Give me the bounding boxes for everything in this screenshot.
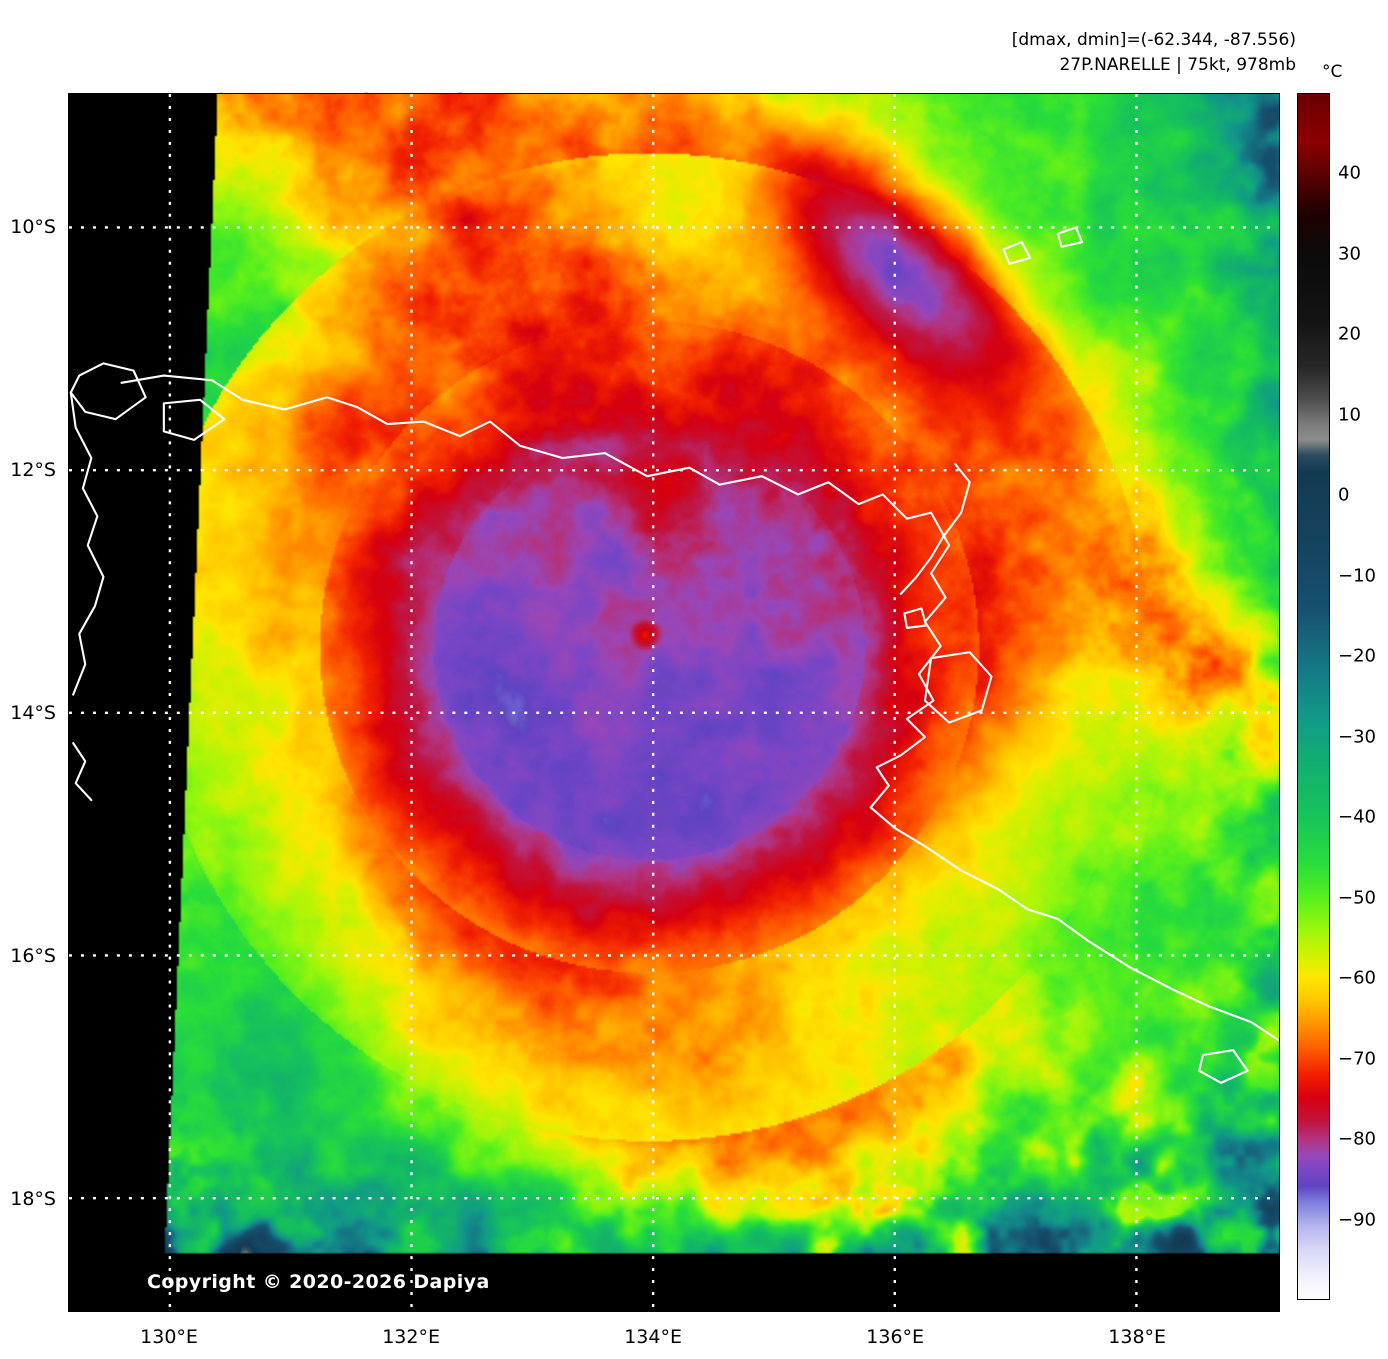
coastline-segment [903, 607, 928, 629]
coastline-segment [72, 742, 93, 802]
colorbar-tick-minus80: −80 [1338, 1128, 1376, 1150]
y-axis-tick-18°S: 18°S [10, 1187, 56, 1210]
coastline-segment [162, 398, 226, 441]
header-metadata: [dmax, dmin]=(-62.344, -87.556) 27P.NARE… [1012, 28, 1296, 77]
y-axis-tick-14°S: 14°S [10, 701, 56, 724]
colorbar-unit-label: °C [1322, 62, 1343, 82]
colorbar-tick-minus20: −20 [1338, 645, 1376, 667]
dmax-dmin-readout: [dmax, dmin]=(-62.344, -87.556) [1011, 30, 1296, 50]
x-axis-tick-132°E: 132°E [382, 1326, 440, 1348]
x-axis-tick-134°E: 134°E [624, 1326, 682, 1348]
lat-lon-gridlines [69, 94, 1279, 1311]
coastline-segment [923, 651, 993, 724]
coastline-segment [718, 475, 951, 787]
y-axis-tick-16°S: 16°S [10, 944, 56, 967]
colorbar-tick-minus60: −60 [1338, 967, 1376, 989]
storm-info-readout: 27P.NARELLE | 75kt, 978mb [1059, 54, 1296, 75]
colorbar-tick-20: 20 [1338, 323, 1361, 345]
colorbar-tick-minus40: −40 [1338, 806, 1376, 828]
temperature-colorbar [1297, 93, 1330, 1300]
coastline-segment [120, 374, 721, 486]
coastline-segment [1198, 1049, 1249, 1084]
coastline-segment [899, 463, 971, 595]
x-axis-tick-136°E: 136°E [866, 1326, 925, 1348]
colorbar-tick-10: 10 [1338, 404, 1361, 426]
x-axis-tick-130°E: 130°E [140, 1326, 198, 1348]
colorbar-tick-minus30: −30 [1338, 726, 1376, 748]
coastline-segment [869, 784, 1279, 1042]
satellite-image-plot: Copyright © 2020-2026 Dapiya [68, 93, 1280, 1312]
colorbar-tick-minus10: −10 [1338, 565, 1376, 587]
coastline-segment [1056, 226, 1084, 248]
colorbar-tick-minus50: −50 [1338, 887, 1376, 909]
colorbar-tick-30: 30 [1338, 243, 1361, 265]
colorbar-tick-0: 0 [1338, 484, 1350, 506]
satellite-image [69, 94, 1279, 1311]
y-axis-tick-12°S: 12°S [10, 458, 56, 481]
coastline-segment [1002, 241, 1032, 265]
colorbar-gradient [1298, 94, 1329, 1299]
colorbar-tick-minus70: −70 [1338, 1048, 1376, 1070]
x-axis-tick-138°E: 138°E [1108, 1326, 1167, 1348]
colorbar-tick-minus90: −90 [1338, 1209, 1376, 1231]
coastline-segment [69, 362, 147, 421]
y-axis-tick-10°S: 10°S [10, 215, 56, 238]
ir-brightness-temperature-raster [69, 94, 1279, 1311]
coastline-segment [69, 391, 105, 696]
colorbar-tick-40: 40 [1338, 162, 1361, 184]
coastline-overlay [69, 226, 1279, 1084]
